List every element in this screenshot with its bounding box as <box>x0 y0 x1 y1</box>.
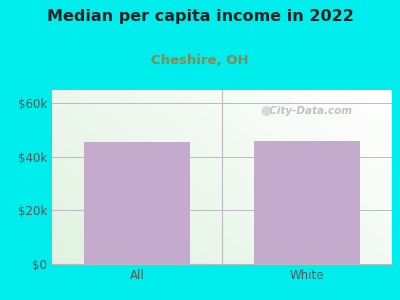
Text: Median per capita income in 2022: Median per capita income in 2022 <box>46 9 354 24</box>
Bar <box>254 141 360 264</box>
Text: ⬤: ⬤ <box>261 106 272 116</box>
Text: City-Data.com: City-Data.com <box>262 106 352 116</box>
Bar <box>84 142 190 264</box>
Text: Cheshire, OH: Cheshire, OH <box>151 54 249 67</box>
